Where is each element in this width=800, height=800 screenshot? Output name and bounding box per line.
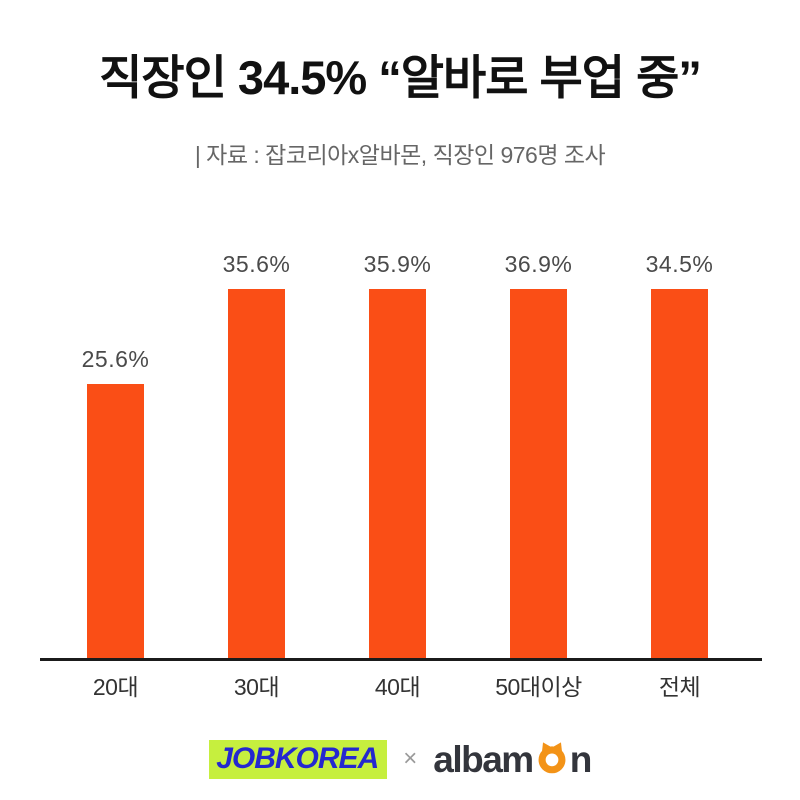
albamon-text-after: n xyxy=(569,738,593,780)
bar xyxy=(87,384,144,659)
albamon-logo: albam n xyxy=(433,738,593,780)
category-label: 50대이상 xyxy=(495,674,582,700)
bar xyxy=(228,289,285,659)
bar-value-label: 35.9% xyxy=(363,251,432,277)
bar-group: 35.6% xyxy=(186,251,327,659)
category-label: 40대 xyxy=(374,674,421,700)
x-axis-line xyxy=(40,658,762,661)
source-note: | 자료 : 잡코리아x알바몬, 직장인 976명 조사 xyxy=(194,142,606,168)
category-label: 30대 xyxy=(233,674,280,700)
bar xyxy=(651,289,708,659)
category-label: 20대 xyxy=(92,674,139,700)
jobkorea-logo: JOBKOREA xyxy=(209,739,388,779)
bar-group: 35.9% xyxy=(327,251,468,659)
bar-group: 36.9% xyxy=(468,251,609,659)
bar-value-label: 25.6% xyxy=(81,346,150,372)
bar-group: 34.5% xyxy=(609,251,750,659)
bar xyxy=(369,289,426,659)
bars-container: 25.6% 35.6% 35.9% 36.9% 34.5% xyxy=(45,251,750,659)
bar-value-label: 34.5% xyxy=(645,251,714,277)
footer-logos: JOBKOREA × albam n xyxy=(0,738,800,780)
bar-value-label: 35.6% xyxy=(222,251,291,277)
cat-face-icon xyxy=(535,740,569,780)
category-label: 전체 xyxy=(658,674,701,700)
albamon-text-before: albam xyxy=(433,738,534,780)
bar xyxy=(510,289,567,659)
page-title: 직장인 34.5% “알바로 부업 중” xyxy=(99,51,702,104)
x-axis-labels: 20대 30대 40대 50대이상 전체 xyxy=(45,668,750,702)
bar-group: 25.6% xyxy=(45,251,186,659)
logo-separator: × xyxy=(403,745,418,772)
bar-value-label: 36.9% xyxy=(504,251,573,277)
